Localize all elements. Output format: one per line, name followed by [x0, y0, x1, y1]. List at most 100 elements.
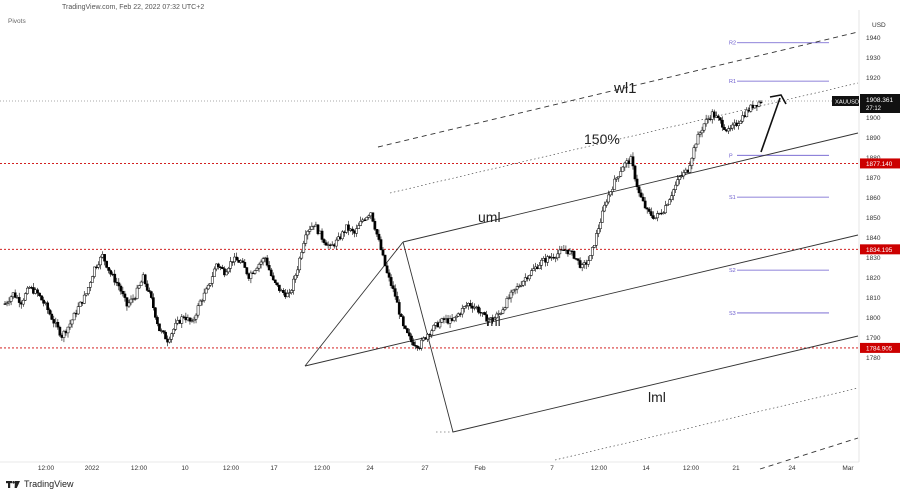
candle-body	[692, 147, 696, 159]
candle-body	[452, 317, 456, 321]
candle-body	[261, 258, 265, 263]
candle-body	[613, 178, 617, 190]
candle-body	[84, 293, 88, 296]
candle-body	[619, 171, 623, 177]
level-price-tag	[860, 342, 900, 353]
candle-body	[605, 201, 608, 206]
candle-body	[664, 205, 667, 214]
candle-body	[202, 292, 206, 301]
candle-body	[719, 117, 722, 121]
candle-body	[149, 291, 153, 298]
price-tick-label: 1930	[866, 55, 881, 62]
candle-body	[259, 261, 263, 265]
candle-body	[324, 242, 328, 246]
candle-body	[103, 254, 106, 262]
candle-body	[50, 313, 54, 320]
candle-body	[397, 302, 401, 315]
price-axis-background[interactable]	[859, 10, 900, 462]
candle-body	[416, 345, 419, 349]
candle-body	[556, 253, 560, 259]
price-tick-label: 1860	[866, 195, 881, 202]
price-tick-label: 1780	[866, 355, 881, 362]
candle-body	[188, 317, 192, 322]
price-tick-label: 1870	[866, 175, 881, 182]
candle-body	[656, 213, 659, 219]
candle-body	[46, 302, 50, 310]
candle-body	[82, 294, 86, 304]
candle-body	[255, 267, 259, 271]
candle-body	[381, 249, 385, 256]
time-tick-label: 21	[732, 465, 740, 472]
candle-body	[56, 321, 60, 328]
candle-body	[757, 101, 761, 107]
candle-body	[538, 265, 541, 269]
lower-dotted-line	[554, 387, 859, 461]
candle-body	[363, 219, 367, 221]
pivots-indicator-label[interactable]: Pivots	[8, 18, 26, 25]
candle-body	[649, 211, 653, 216]
pivot-label: P	[729, 153, 733, 159]
price-tick-label: 1810	[866, 295, 881, 302]
candle-body	[322, 239, 326, 243]
candle-body	[611, 189, 614, 192]
candle-body	[430, 330, 434, 336]
candle-body	[164, 331, 167, 340]
candle-body	[174, 322, 178, 330]
candle-body	[595, 233, 598, 246]
price-axis-unit: USD	[872, 22, 886, 29]
candle-body	[702, 123, 706, 131]
candle-body	[603, 204, 606, 212]
candle-body	[192, 319, 196, 322]
candle-body	[320, 230, 324, 240]
candle-body	[249, 272, 253, 279]
candle-body	[42, 299, 45, 304]
forecast-arrow	[760, 97, 781, 153]
candle-body	[105, 260, 108, 268]
time-tick-label: 12:00	[683, 465, 700, 472]
candle-body	[308, 229, 312, 232]
candle-body	[156, 317, 159, 325]
candle-body	[440, 318, 444, 323]
candle-body	[286, 293, 289, 298]
price-tick-label: 1820	[866, 275, 881, 282]
candle-body	[586, 260, 590, 265]
tradingview-footer[interactable]: TradingView	[6, 479, 74, 489]
candle-body	[503, 307, 507, 311]
candle-body	[38, 292, 41, 296]
candle-body	[58, 326, 62, 336]
candle-body	[426, 334, 430, 340]
time-tick-label: 27	[421, 465, 429, 472]
candle-body	[137, 285, 141, 289]
candle-body	[670, 195, 673, 200]
candle-body	[745, 109, 749, 118]
candle-body	[23, 293, 27, 301]
candle-body	[206, 284, 210, 290]
candle-body	[288, 292, 291, 294]
candle-body	[623, 162, 627, 168]
candle-body	[408, 332, 411, 337]
candle-body	[5, 302, 9, 305]
candle-body	[399, 314, 403, 317]
pivot-label: S2	[729, 268, 736, 274]
time-tick-label: 24	[788, 465, 796, 472]
candle-body	[21, 299, 25, 305]
pivot-label: R1	[729, 79, 736, 85]
candle-body	[190, 320, 194, 322]
candle-body	[89, 282, 92, 288]
candle-body	[257, 264, 261, 269]
tradingview-brand: TradingView	[24, 479, 74, 489]
candle-body	[265, 257, 269, 266]
pivot-label: S3	[729, 311, 736, 317]
candle-body	[227, 268, 230, 273]
candle-body	[375, 229, 379, 235]
candle-body	[682, 172, 686, 177]
candle-body	[26, 287, 29, 294]
candle-body	[221, 267, 224, 269]
candle-body	[737, 123, 740, 126]
candle-body	[143, 274, 147, 285]
lower-median-line	[452, 335, 859, 433]
candle-body	[637, 186, 641, 194]
last-price-value: 1908.361	[866, 97, 893, 104]
